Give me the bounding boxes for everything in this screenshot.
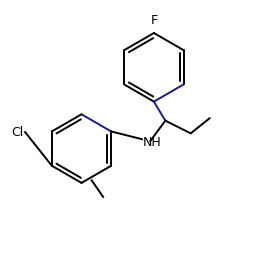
Text: F: F [150, 14, 158, 27]
Text: Cl: Cl [12, 125, 24, 139]
Text: NH: NH [143, 136, 162, 149]
